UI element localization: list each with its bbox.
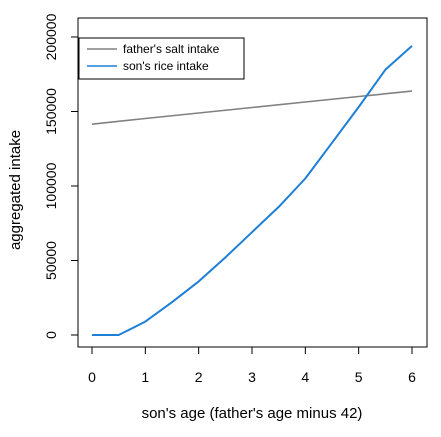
- y-tick-label: 0: [43, 331, 59, 339]
- x-tick-label: 4: [301, 369, 309, 385]
- series-line-fathers-salt-intake: [91, 90, 413, 125]
- legend: father's salt intake son's rice intake: [78, 37, 245, 80]
- x-tick-label: 5: [355, 369, 363, 385]
- legend-box: [78, 37, 245, 80]
- y-tick-label: 150000: [43, 88, 59, 135]
- y-axis-title: aggregated intake: [7, 130, 24, 250]
- series-line-sons-rice-intake: [92, 45, 413, 336]
- x-tick-label: 3: [248, 369, 256, 385]
- y-tick-label: 100000: [43, 162, 59, 209]
- y-axis: 0 50000 100000 150000 200000: [43, 13, 78, 339]
- series-layer: [91, 45, 413, 336]
- x-axis: 0 1 2 3 4 5 6: [88, 347, 416, 385]
- x-tick-label: 0: [88, 369, 96, 385]
- y-tick-label: 200000: [43, 13, 59, 60]
- x-axis-title: son's age (father's age minus 42): [142, 405, 363, 422]
- legend-label-fathers-salt: father's salt intake: [123, 42, 220, 56]
- y-tick-label: 50000: [43, 241, 59, 280]
- x-tick-label: 6: [408, 369, 416, 385]
- x-tick-label: 2: [195, 369, 203, 385]
- x-tick-label: 1: [141, 369, 149, 385]
- legend-label-sons-rice: son's rice intake: [123, 59, 209, 73]
